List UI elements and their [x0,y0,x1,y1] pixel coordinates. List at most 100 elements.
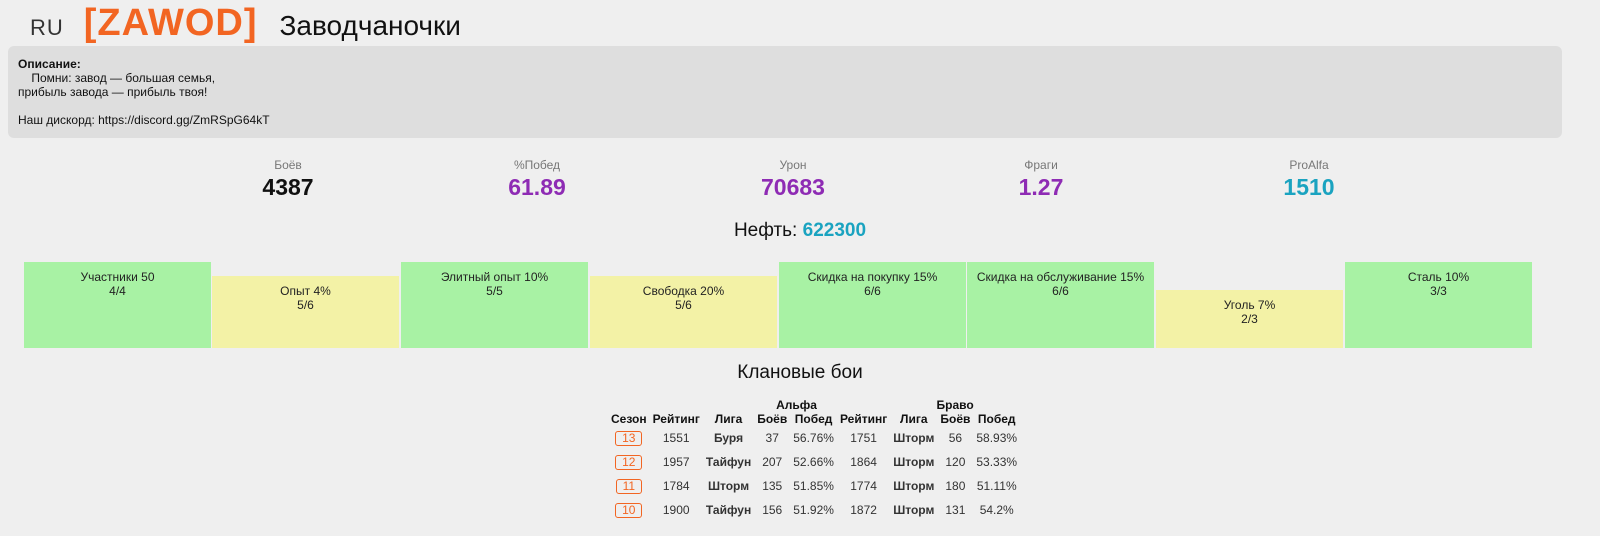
alpha-wins: 56.76% [793,431,834,445]
alpha-wins: 51.85% [793,479,834,493]
table-row: 10 1900 Тайфун 156 51.92% 1872 Шторм 131… [608,498,1020,522]
building-progress: 5/6 [675,298,692,312]
building-name: Скидка на обслуживание 15% [976,270,1145,284]
bravo-rating: 1751 [850,431,877,445]
alpha-battles: 37 [765,431,779,445]
season-badge[interactable]: 13 [615,430,643,446]
col-league: Лига [714,412,743,426]
building-purchase-discount[interactable]: Скидка на покупку 15% 6/6 [779,262,966,348]
building-progress: 6/6 [864,284,881,298]
building-experience[interactable]: Опыт 4% 5/6 [212,276,399,348]
bravo-wins: 51.11% [976,479,1017,493]
building-progress: 3/3 [1430,284,1447,298]
table-row: 11 1784 Шторм 135 51.85% 1774 Шторм 180 … [608,474,1020,498]
stat-value: 61.89 [508,174,566,200]
col-league: Лига [900,412,928,426]
group-bravo-header: Браво [936,398,974,412]
stat-damage: Урон 70683 [693,158,893,201]
col-rating: Рейтинг [652,412,700,426]
stat-value: 4387 [262,174,314,200]
stat-frags: Фраги 1.27 [941,158,1141,201]
bravo-rating: 1864 [850,455,877,469]
season-badge[interactable]: 11 [615,478,643,494]
building-name: Скидка на покупку 15% [807,270,938,284]
clan-name: Заводчаночки [279,10,461,41]
description-box: Описание: Помни: завод — большая семья, … [8,46,1562,138]
building-progress: 2/3 [1241,312,1258,326]
stat-value: 70683 [761,174,825,200]
building-service-discount[interactable]: Скидка на обслуживание 15% 6/6 [967,262,1154,348]
description-label: Описание: [18,57,81,71]
bravo-battles: 131 [945,503,966,517]
alpha-league: Тайфун [705,455,752,469]
building-steel[interactable]: Сталь 10% 3/3 [1345,262,1532,348]
stat-label: Боёв [274,158,302,172]
building-name: Уголь 7% [1223,298,1276,312]
building-progress: 5/5 [486,284,503,298]
bravo-wins: 58.93% [976,431,1018,445]
alpha-rating: 1551 [662,431,690,445]
stat-value: 1510 [1283,174,1335,200]
stat-label: ProAlfa [1289,158,1329,172]
discord-link[interactable]: Наш дискорд: https://discord.gg/ZmRSpG64… [18,113,270,127]
alpha-wins: 52.66% [793,455,834,469]
alpha-battles: 207 [762,455,783,469]
stat-proalfa: ProAlfa 1510 [1209,158,1409,201]
stat-winrate: %Побед 61.89 [437,158,637,201]
oil-label: Нефть: [733,220,798,241]
building-name: Участники 50 [80,270,155,284]
oil-value: 622300 [802,220,867,241]
building-coal[interactable]: Уголь 7% 2/3 [1156,290,1343,348]
clan-battles-table: Альфа Браво Сезон Рейтинг Лига Боёв Побе… [608,398,1020,522]
col-season: Сезон [611,412,647,426]
building-participants[interactable]: Участники 50 4/4 [24,262,211,348]
stat-label: Фраги [1024,158,1058,172]
bravo-league: Шторм [893,503,935,517]
col-wins: Побед [977,412,1016,426]
description-line [18,99,1552,113]
col-battles: Боёв [757,412,788,426]
alpha-league: Буря [713,431,744,445]
bravo-rating: 1774 [850,479,877,493]
stat-label: %Побед [513,158,561,172]
bravo-league: Шторм [893,431,935,445]
clan-header: RU [ZAWOD] Заводчаночки [30,2,461,46]
building-name: Элитный опыт 10% [440,270,549,284]
region-label: RU [30,15,64,40]
description-line: Помни: завод — большая семья, [18,71,216,85]
stat-value: 1.27 [1018,174,1064,200]
description-line: прибыль завода — прибыль твоя! [18,85,208,99]
alpha-wins: 51.92% [793,503,834,517]
alpha-rating: 1957 [662,455,690,469]
alpha-rating: 1900 [662,503,690,517]
oil-row: Нефть: 622300 [0,220,1600,242]
building-name: Свободка 20% [642,284,725,298]
col-rating: Рейтинг [839,412,888,426]
building-free-experience[interactable]: Свободка 20% 5/6 [590,276,777,348]
bravo-battles: 120 [945,455,966,469]
alpha-battles: 156 [762,503,783,517]
bravo-league: Шторм [893,455,935,469]
bravo-rating: 1872 [850,503,877,517]
season-badge[interactable]: 10 [615,502,643,518]
col-battles: Боёв [940,412,971,426]
alpha-battles: 135 [762,479,783,493]
table-row: 12 1957 Тайфун 207 52.66% 1864 Шторм 120… [608,450,1020,474]
alpha-league: Тайфун [705,503,752,517]
season-badge[interactable]: 12 [615,454,643,470]
bravo-wins: 53.33% [976,455,1018,469]
building-elite-experience[interactable]: Элитный опыт 10% 5/5 [401,262,588,348]
alpha-league: Шторм [707,479,750,493]
stat-label: Урон [779,158,807,172]
alpha-rating: 1784 [662,479,690,493]
building-progress: 5/6 [297,298,314,312]
bravo-battles: 56 [948,431,963,445]
group-alpha-header: Альфа [776,398,817,412]
clan-battles-title: Клановые бои [737,362,863,383]
building-name: Опыт 4% [280,284,331,298]
bravo-wins: 54.2% [979,503,1014,517]
stat-battles: Боёв 4387 [188,158,388,201]
bravo-league: Шторм [893,479,935,493]
buildings-row: Участники 50 4/4 Опыт 4% 5/6 Элитный опы… [24,262,1564,348]
